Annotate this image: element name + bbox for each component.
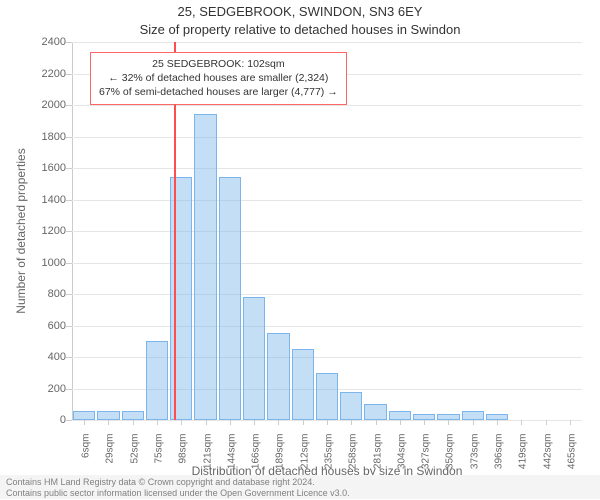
x-tick-mark xyxy=(473,420,474,425)
x-tick-mark xyxy=(206,420,207,425)
y-tick-mark xyxy=(66,231,72,232)
x-tick-mark xyxy=(327,420,328,425)
gridline xyxy=(72,326,582,327)
x-tick-mark xyxy=(376,420,377,425)
gridline xyxy=(72,42,582,43)
x-tick-mark xyxy=(303,420,304,425)
x-tick-mark xyxy=(84,420,85,425)
y-tick-mark xyxy=(66,420,72,421)
histogram-bar xyxy=(73,411,95,420)
x-tick-mark xyxy=(108,420,109,425)
gridline xyxy=(72,137,582,138)
y-tick-label: 1600 xyxy=(6,162,66,174)
y-tick-label: 0 xyxy=(6,414,66,426)
histogram-bar xyxy=(364,404,386,420)
histogram-bar xyxy=(340,392,362,420)
histogram-bar xyxy=(292,349,314,420)
x-tick-mark xyxy=(400,420,401,425)
chart-title-line1: 25, SEDGEBROOK, SWINDON, SN3 6EY xyxy=(0,4,600,19)
footer-line-1: Contains HM Land Registry data © Crown c… xyxy=(6,477,594,487)
gridline xyxy=(72,263,582,264)
x-tick-mark xyxy=(351,420,352,425)
y-tick-label: 1400 xyxy=(6,194,66,206)
x-tick-mark xyxy=(570,420,571,425)
histogram-bar xyxy=(267,333,289,420)
x-tick-mark xyxy=(157,420,158,425)
y-tick-mark xyxy=(66,326,72,327)
y-tick-mark xyxy=(66,74,72,75)
gridline xyxy=(72,168,582,169)
y-tick-label: 600 xyxy=(6,320,66,332)
y-tick-label: 400 xyxy=(6,351,66,363)
y-tick-mark xyxy=(66,294,72,295)
gridline xyxy=(72,231,582,232)
gridline xyxy=(72,200,582,201)
y-tick-label: 2400 xyxy=(6,36,66,48)
x-tick-mark xyxy=(230,420,231,425)
y-tick-label: 1200 xyxy=(6,225,66,237)
y-tick-mark xyxy=(66,105,72,106)
footer-line-2: Contains public sector information licen… xyxy=(6,488,594,498)
y-tick-label: 800 xyxy=(6,288,66,300)
x-tick-mark xyxy=(424,420,425,425)
info-line-1: 25 SEDGEBROOK: 102sqm xyxy=(99,57,338,71)
histogram-bar xyxy=(316,373,338,420)
y-tick-mark xyxy=(66,168,72,169)
gridline xyxy=(72,294,582,295)
attribution-footer: Contains HM Land Registry data © Crown c… xyxy=(0,475,600,499)
histogram-bar xyxy=(97,411,119,420)
x-tick-mark xyxy=(497,420,498,425)
info-line-2: ← 32% of detached houses are smaller (2,… xyxy=(99,71,338,85)
y-tick-mark xyxy=(66,263,72,264)
histogram-bar xyxy=(146,341,168,420)
y-tick-mark xyxy=(66,200,72,201)
histogram-bar xyxy=(389,411,411,420)
x-tick-mark xyxy=(133,420,134,425)
x-tick-mark xyxy=(254,420,255,425)
y-tick-mark xyxy=(66,137,72,138)
histogram-bar xyxy=(462,411,484,420)
x-tick-mark xyxy=(181,420,182,425)
x-tick-mark xyxy=(448,420,449,425)
y-tick-label: 1800 xyxy=(6,131,66,143)
x-tick-mark xyxy=(278,420,279,425)
marker-info-box: 25 SEDGEBROOK: 102sqm ← 32% of detached … xyxy=(90,52,347,105)
histogram-bar xyxy=(122,411,144,420)
info-line-3: 67% of semi-detached houses are larger (… xyxy=(99,85,338,99)
chart-container: 25, SEDGEBROOK, SWINDON, SN3 6EY Size of… xyxy=(0,0,600,500)
x-tick-mark xyxy=(521,420,522,425)
gridline xyxy=(72,105,582,106)
y-tick-label: 1000 xyxy=(6,257,66,269)
y-tick-mark xyxy=(66,389,72,390)
y-tick-mark xyxy=(66,42,72,43)
y-tick-label: 2200 xyxy=(6,68,66,80)
y-tick-label: 200 xyxy=(6,383,66,395)
histogram-bar xyxy=(194,114,216,420)
histogram-bar xyxy=(219,177,241,420)
histogram-bar xyxy=(243,297,265,420)
x-tick-mark xyxy=(546,420,547,425)
y-tick-mark xyxy=(66,357,72,358)
y-tick-label: 2000 xyxy=(6,99,66,111)
chart-title-line2: Size of property relative to detached ho… xyxy=(0,22,600,37)
